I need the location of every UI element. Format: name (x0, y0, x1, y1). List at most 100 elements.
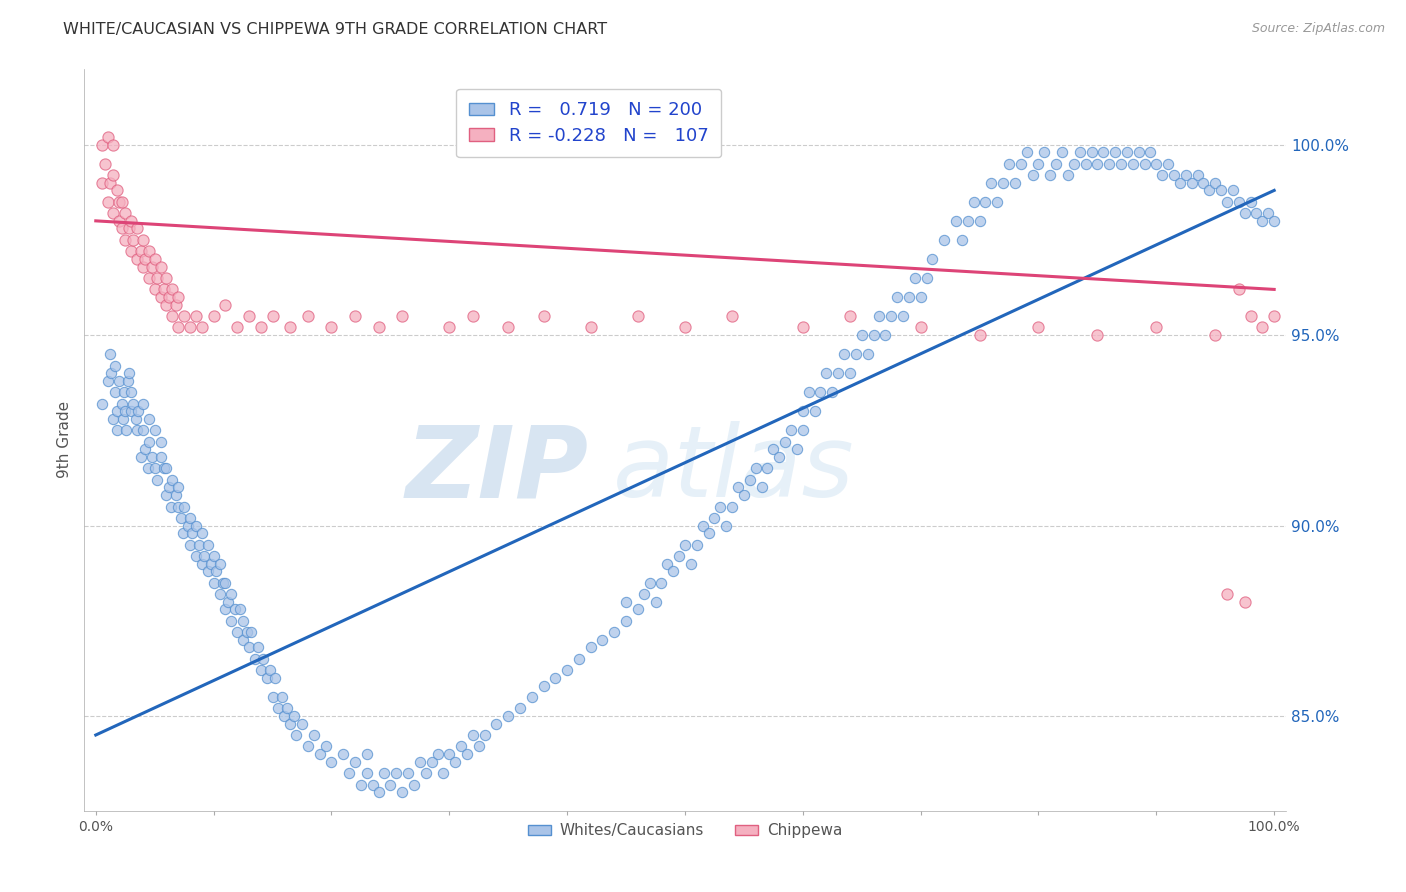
Point (697, 526, 720, 541)
Point (153, 282, 176, 296)
Point (1204, 176, 1226, 190)
Point (998, 157, 1021, 171)
Point (90, 397, 112, 411)
Point (921, 252, 943, 266)
Point (129, 244, 152, 259)
Point (644, 595, 666, 609)
Point (193, 549, 215, 563)
Point (839, 366, 862, 380)
Point (129, 450, 152, 464)
Point (367, 320, 389, 334)
Point (986, 194, 1008, 209)
Point (278, 716, 301, 731)
Point (744, 461, 766, 475)
Point (361, 778, 384, 792)
Point (176, 518, 198, 533)
Point (721, 500, 744, 514)
Point (1015, 145, 1038, 160)
Point (167, 320, 190, 334)
Point (579, 320, 602, 334)
Point (638, 575, 661, 590)
Text: WHITE/CAUCASIAN VS CHIPPEWA 9TH GRADE CORRELATION CHART: WHITE/CAUCASIAN VS CHIPPEWA 9TH GRADE CO… (63, 22, 607, 37)
Point (679, 557, 702, 571)
Point (197, 564, 219, 578)
Point (1168, 176, 1191, 190)
Point (132, 397, 155, 411)
Point (391, 309, 413, 323)
Point (1033, 145, 1056, 160)
Point (114, 206, 136, 220)
Point (1222, 183, 1244, 197)
Point (125, 423, 148, 437)
Point (143, 252, 166, 266)
Point (1045, 157, 1067, 171)
Point (886, 290, 908, 304)
Point (520, 690, 543, 704)
Point (321, 755, 343, 769)
Point (232, 632, 254, 647)
Point (474, 728, 496, 742)
Point (1139, 145, 1161, 160)
Point (160, 500, 183, 514)
Point (568, 652, 591, 666)
Point (910, 320, 932, 334)
Point (1021, 168, 1043, 182)
Point (751, 480, 773, 494)
Point (1233, 206, 1256, 220)
Point (120, 244, 142, 259)
Point (432, 766, 454, 780)
Text: atlas: atlas (613, 421, 855, 518)
Text: Source: ZipAtlas.com: Source: ZipAtlas.com (1251, 22, 1385, 36)
Point (125, 252, 148, 266)
Point (252, 652, 274, 666)
Point (409, 755, 432, 769)
Point (485, 716, 508, 731)
Point (1239, 194, 1261, 209)
Point (402, 778, 425, 792)
Point (181, 526, 204, 541)
Point (1080, 145, 1102, 160)
Point (267, 701, 290, 715)
Point (134, 252, 156, 266)
Point (1163, 168, 1185, 182)
Point (165, 298, 187, 312)
Point (1157, 157, 1180, 171)
Point (167, 500, 190, 514)
Point (103, 412, 125, 426)
Point (179, 511, 201, 525)
Point (373, 766, 395, 780)
Point (191, 526, 214, 541)
Point (1057, 168, 1080, 182)
Point (271, 690, 294, 704)
Y-axis label: 9th Grade: 9th Grade (58, 401, 72, 478)
Point (415, 766, 437, 780)
Point (219, 587, 242, 601)
Point (214, 602, 236, 616)
Point (235, 625, 257, 640)
Point (117, 374, 139, 388)
Point (1216, 587, 1239, 601)
Point (202, 309, 225, 323)
Point (149, 450, 172, 464)
Point (108, 374, 131, 388)
Point (1028, 157, 1050, 171)
Point (153, 461, 176, 475)
Point (862, 328, 884, 343)
Point (167, 480, 190, 494)
Point (356, 747, 378, 761)
Point (1069, 145, 1091, 160)
Point (118, 221, 141, 235)
Point (197, 538, 219, 552)
Point (111, 412, 134, 426)
Point (703, 511, 725, 525)
Point (380, 778, 402, 792)
Point (821, 385, 844, 400)
Point (232, 614, 254, 628)
Point (891, 309, 914, 323)
Point (247, 640, 270, 655)
Point (915, 271, 938, 285)
Point (1198, 183, 1220, 197)
Point (856, 347, 879, 361)
Point (356, 766, 378, 780)
Point (627, 602, 650, 616)
